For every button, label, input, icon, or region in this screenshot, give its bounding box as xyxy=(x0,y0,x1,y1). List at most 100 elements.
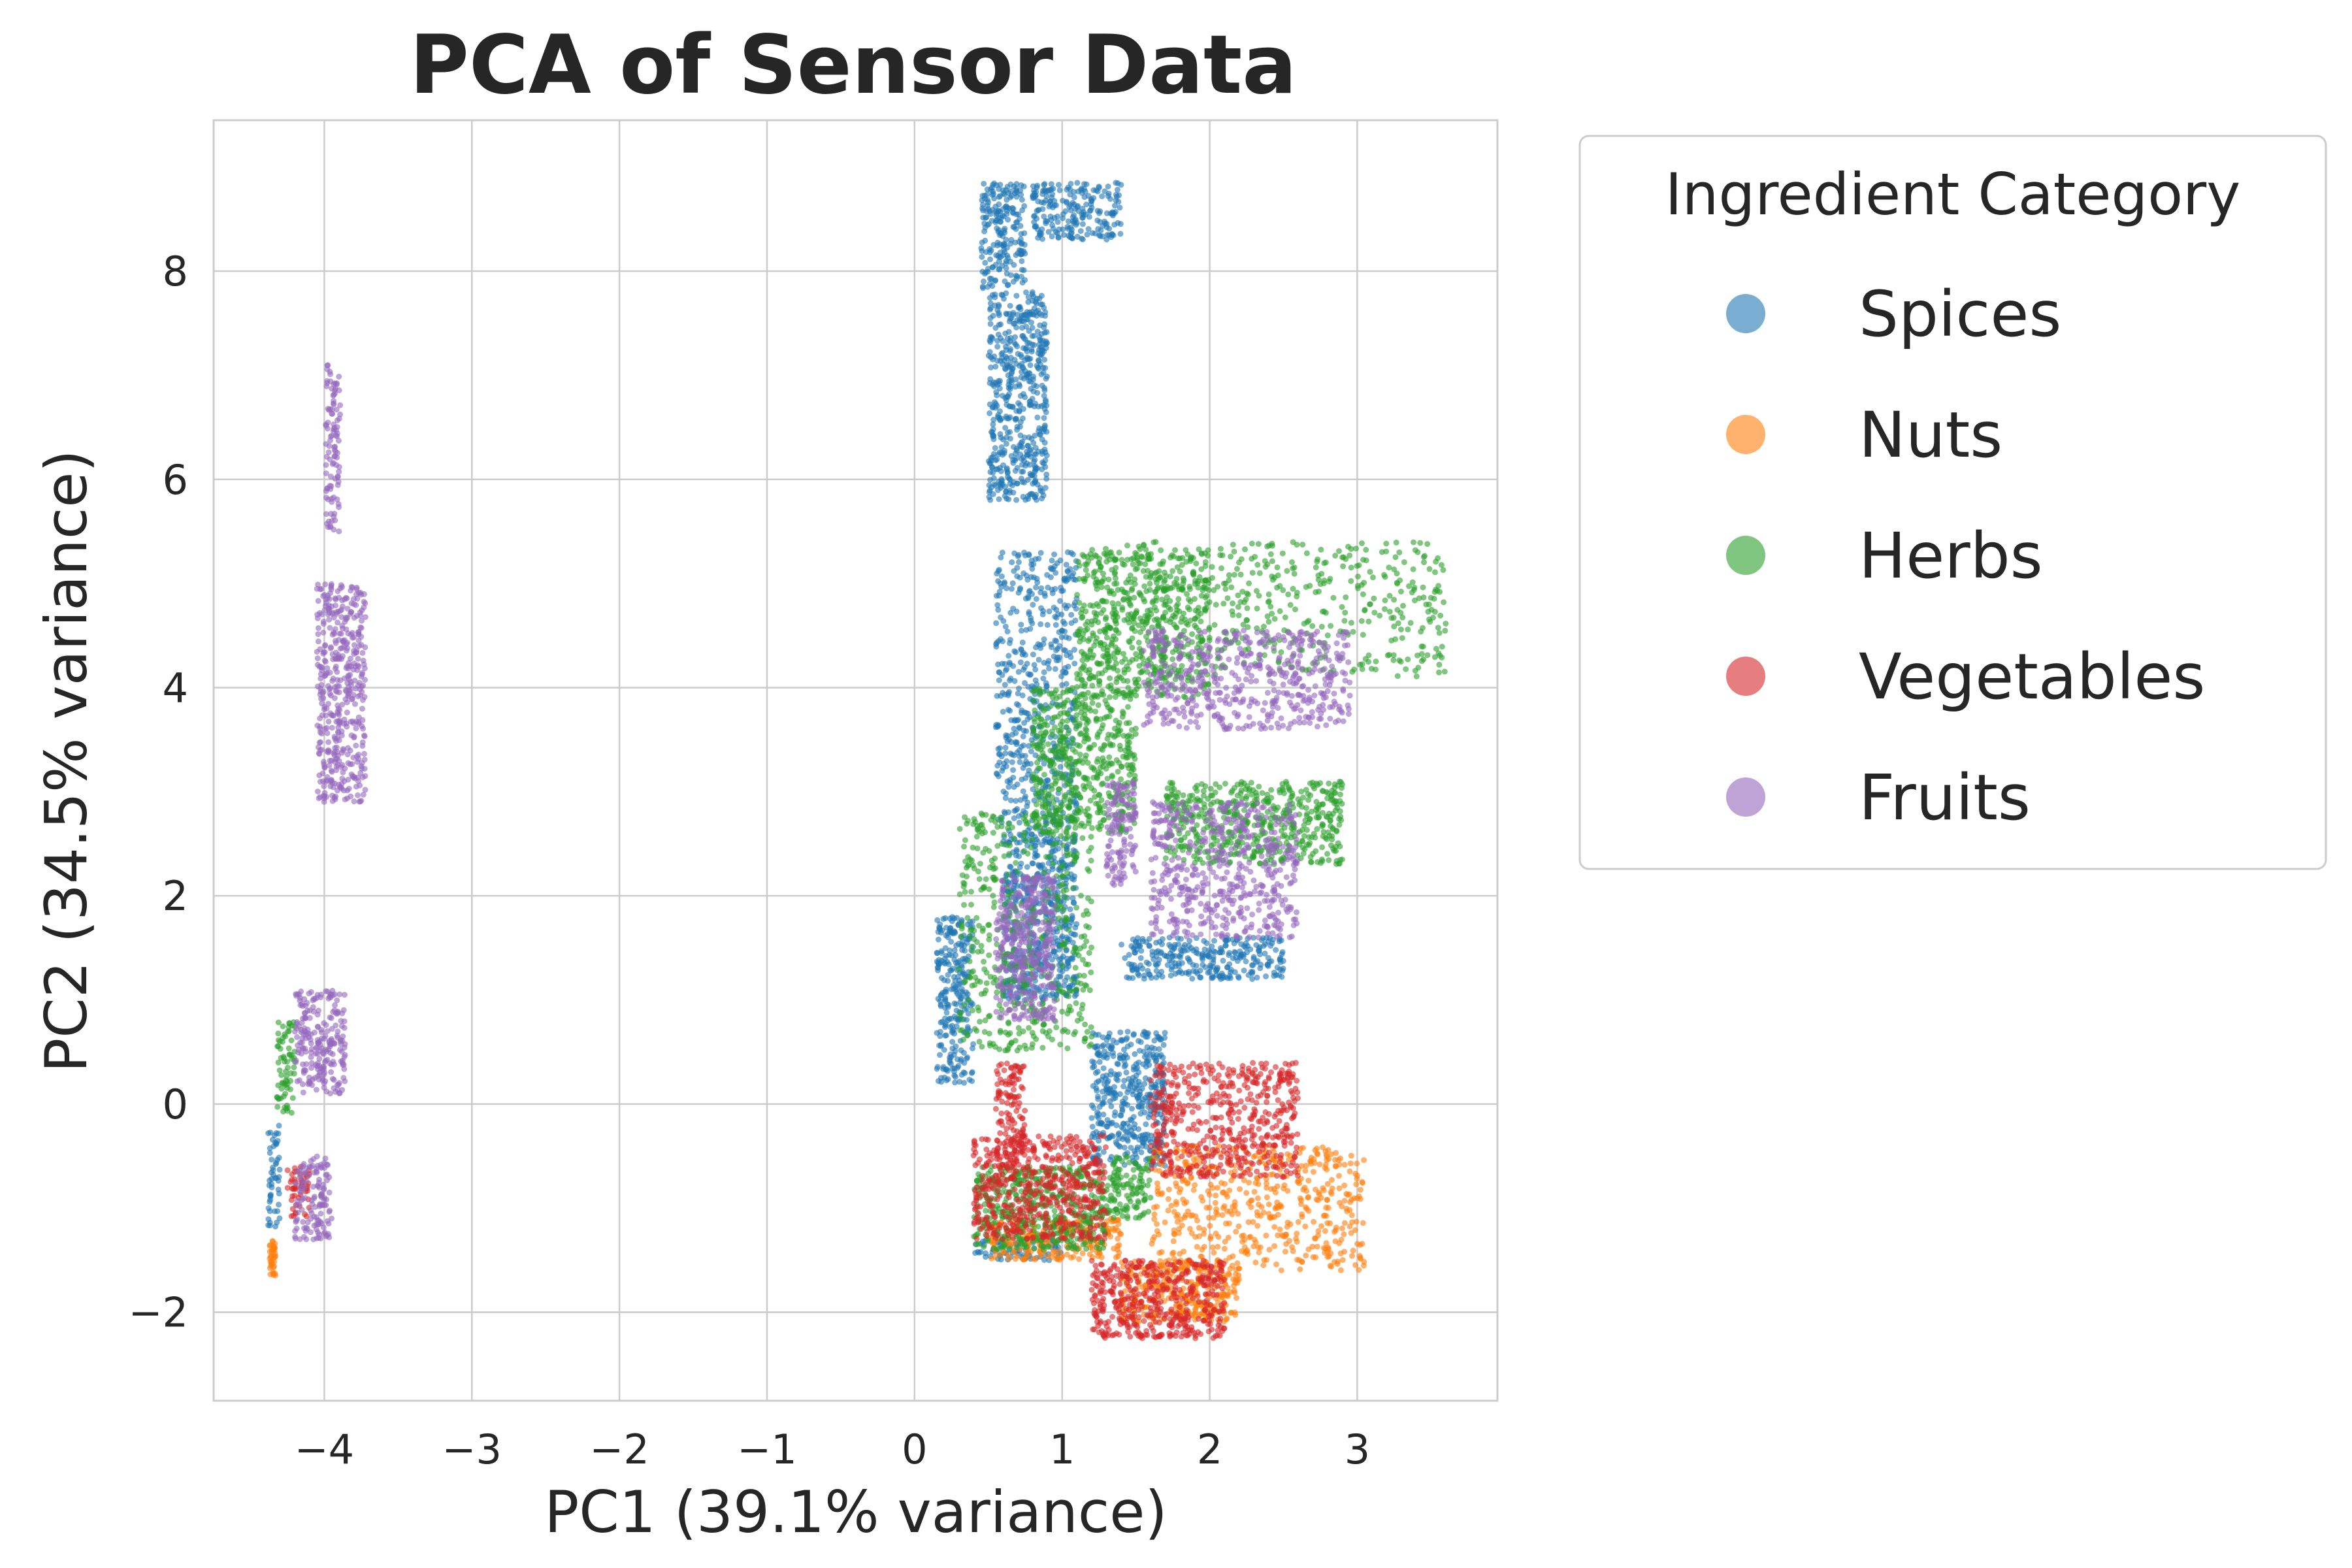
data-point xyxy=(1034,853,1039,858)
data-point xyxy=(1013,252,1019,258)
data-point xyxy=(1080,214,1086,221)
data-point xyxy=(1095,226,1102,232)
data-point xyxy=(934,1064,941,1070)
data-point xyxy=(1002,579,1007,585)
data-point xyxy=(1126,960,1132,967)
data-point xyxy=(1193,560,1200,566)
data-point xyxy=(1097,233,1103,239)
data-point xyxy=(1188,555,1194,561)
data-point xyxy=(1094,1051,1101,1057)
data-point xyxy=(1189,631,1196,638)
data-point xyxy=(1339,604,1345,610)
data-point xyxy=(1383,540,1390,547)
data-point xyxy=(1349,1219,1356,1226)
data-point xyxy=(964,1054,971,1060)
data-point xyxy=(1170,1238,1177,1245)
data-point xyxy=(972,1250,979,1256)
data-point xyxy=(997,358,1004,364)
data-point xyxy=(1034,579,1041,585)
data-point xyxy=(1370,574,1376,581)
data-point xyxy=(1007,338,1013,344)
data-point xyxy=(1041,760,1047,767)
data-point xyxy=(941,959,947,966)
data-point xyxy=(1107,675,1113,681)
data-point xyxy=(1339,1203,1345,1209)
data-point xyxy=(996,258,1002,265)
data-point xyxy=(1002,745,1009,751)
data-point xyxy=(1105,1034,1112,1040)
data-point xyxy=(1053,638,1060,644)
data-point xyxy=(1353,546,1359,552)
data-point xyxy=(979,205,986,212)
data-point xyxy=(947,924,954,931)
data-point xyxy=(945,1002,952,1008)
data-point xyxy=(1083,201,1090,208)
data-point xyxy=(1024,576,1031,583)
data-point xyxy=(1030,602,1036,608)
data-point xyxy=(998,214,1004,221)
data-point xyxy=(1018,231,1024,237)
data-point xyxy=(1115,587,1121,593)
data-point xyxy=(1316,1191,1322,1198)
data-point xyxy=(1096,561,1102,567)
data-point xyxy=(1014,564,1021,571)
data-point xyxy=(1177,1186,1184,1192)
data-point xyxy=(1211,938,1217,944)
data-point xyxy=(1135,972,1142,979)
data-point xyxy=(940,1066,947,1072)
data-point xyxy=(1266,1201,1272,1207)
data-point xyxy=(1103,237,1110,243)
data-point xyxy=(1039,347,1045,353)
data-point xyxy=(1175,596,1182,602)
data-point xyxy=(1237,948,1243,955)
data-point xyxy=(1122,589,1128,596)
data-point xyxy=(1048,217,1054,223)
data-point xyxy=(952,1079,958,1086)
data-point xyxy=(1037,487,1044,494)
data-point xyxy=(1105,184,1111,189)
data-point xyxy=(1098,1254,1105,1260)
data-point xyxy=(1092,552,1098,559)
data-point xyxy=(1026,552,1032,559)
data-point xyxy=(1273,1261,1279,1267)
data-point xyxy=(1424,541,1431,547)
data-point xyxy=(1077,671,1083,678)
data-point xyxy=(1322,1228,1328,1234)
data-point xyxy=(1128,1145,1134,1151)
data-point xyxy=(265,1205,272,1211)
data-point xyxy=(1179,1178,1186,1184)
data-point xyxy=(951,1000,958,1007)
data-point xyxy=(991,481,998,487)
data-point xyxy=(1037,862,1044,869)
data-point xyxy=(1226,1220,1232,1227)
data-point xyxy=(1024,864,1030,870)
data-point xyxy=(276,1154,282,1161)
data-point xyxy=(1420,584,1426,591)
data-point xyxy=(1132,549,1139,556)
data-point xyxy=(1078,666,1085,672)
data-point xyxy=(1066,233,1071,239)
data-point xyxy=(1037,336,1043,343)
data-point xyxy=(1130,1075,1136,1081)
data-point xyxy=(1278,1267,1284,1273)
data-point xyxy=(1144,1132,1151,1138)
data-point xyxy=(1060,619,1066,625)
data-point xyxy=(1335,1156,1342,1163)
data-point xyxy=(1070,939,1076,946)
data-point xyxy=(1348,1152,1354,1159)
data-point xyxy=(1036,341,1043,348)
data-point xyxy=(1194,1243,1200,1250)
data-point xyxy=(969,1078,975,1085)
data-point xyxy=(1160,1054,1166,1061)
data-point xyxy=(1024,316,1031,323)
data-point xyxy=(1199,952,1205,958)
data-point xyxy=(997,1252,1004,1258)
data-point xyxy=(1019,752,1025,759)
data-point xyxy=(1021,570,1027,576)
data-point xyxy=(272,1175,278,1181)
data-point xyxy=(1047,564,1054,571)
data-point xyxy=(1107,1085,1113,1092)
data-point xyxy=(1010,460,1017,466)
data-point xyxy=(1135,1037,1141,1044)
data-point xyxy=(1336,1173,1342,1179)
